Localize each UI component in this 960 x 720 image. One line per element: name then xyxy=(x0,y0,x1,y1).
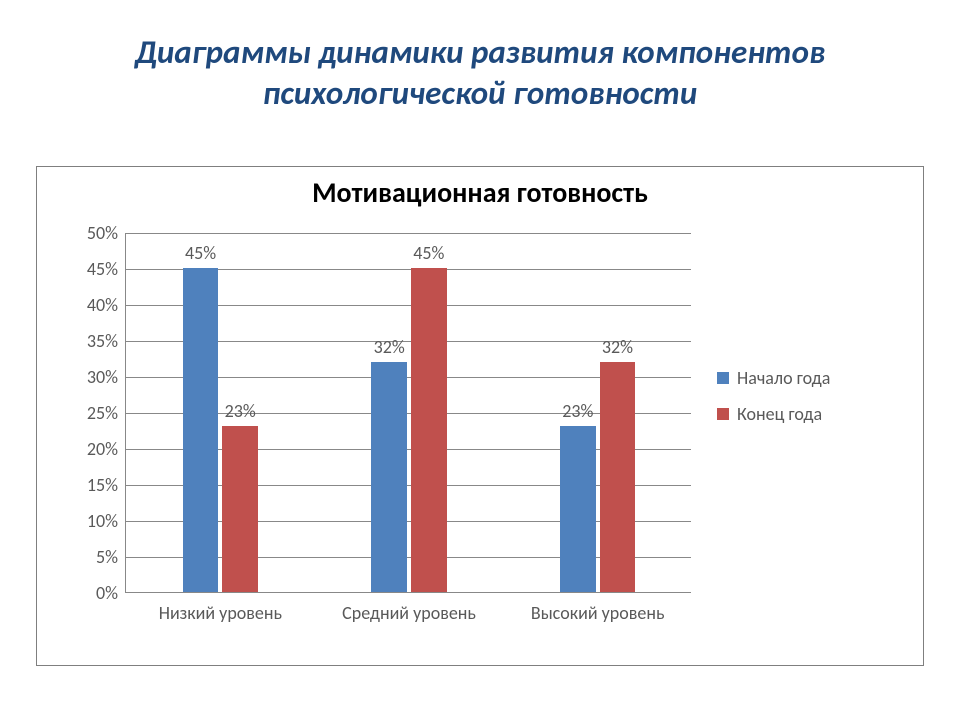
y-axis-tick-label: 0% xyxy=(96,582,118,604)
y-axis-tick-label: 20% xyxy=(87,438,118,460)
y-axis-tick-label: 35% xyxy=(87,330,118,352)
x-axis-tick-label: Высокий уровень xyxy=(531,602,665,624)
chart-title: Мотивационная готовность xyxy=(37,175,923,210)
legend-item: Начало года xyxy=(717,367,830,389)
bar: 23% xyxy=(560,426,596,592)
legend-item: Конец года xyxy=(717,403,830,425)
bar: 45% xyxy=(183,268,219,592)
slide-title-line2: психологической готовности xyxy=(263,73,698,113)
legend-label: Начало года xyxy=(737,367,830,389)
y-axis-tick-label: 50% xyxy=(87,222,118,244)
bar-value-label: 45% xyxy=(185,242,216,264)
chart-container: Мотивационная готовность 0%5%10%15%20%25… xyxy=(36,166,924,666)
bar-value-label: 32% xyxy=(374,336,405,358)
legend-swatch xyxy=(717,372,729,384)
legend-swatch xyxy=(717,408,729,420)
bar: 23% xyxy=(222,426,258,592)
y-axis-tick-label: 5% xyxy=(96,546,118,568)
bar-value-label: 23% xyxy=(225,400,256,422)
bar-value-label: 32% xyxy=(602,336,633,358)
slide-title: Диаграммы динамики развития компонентов … xyxy=(40,32,920,115)
bar-value-label: 23% xyxy=(562,400,593,422)
bar-value-label: 45% xyxy=(413,242,444,264)
plot-area: 0%5%10%15%20%25%30%35%40%45%50%Низкий ур… xyxy=(125,233,691,593)
slide-title-line1: Диаграммы динамики развития компонентов xyxy=(135,32,826,72)
gridline xyxy=(126,233,691,234)
x-axis-tick-label: Средний уровень xyxy=(342,602,476,624)
y-axis-tick-label: 10% xyxy=(87,510,118,532)
y-axis-tick-label: 45% xyxy=(87,258,118,280)
y-axis-tick-label: 40% xyxy=(87,294,118,316)
legend: Начало года Конец года xyxy=(717,367,830,439)
bar: 32% xyxy=(600,362,636,592)
y-axis-tick-label: 30% xyxy=(87,366,118,388)
legend-label: Конец года xyxy=(737,403,822,425)
bar: 32% xyxy=(371,362,407,592)
slide: Диаграммы динамики развития компонентов … xyxy=(0,0,960,720)
x-axis-tick-label: Низкий уровень xyxy=(159,602,282,624)
bar: 45% xyxy=(411,268,447,592)
y-axis-tick-label: 25% xyxy=(87,402,118,424)
y-axis-tick-label: 15% xyxy=(87,474,118,496)
